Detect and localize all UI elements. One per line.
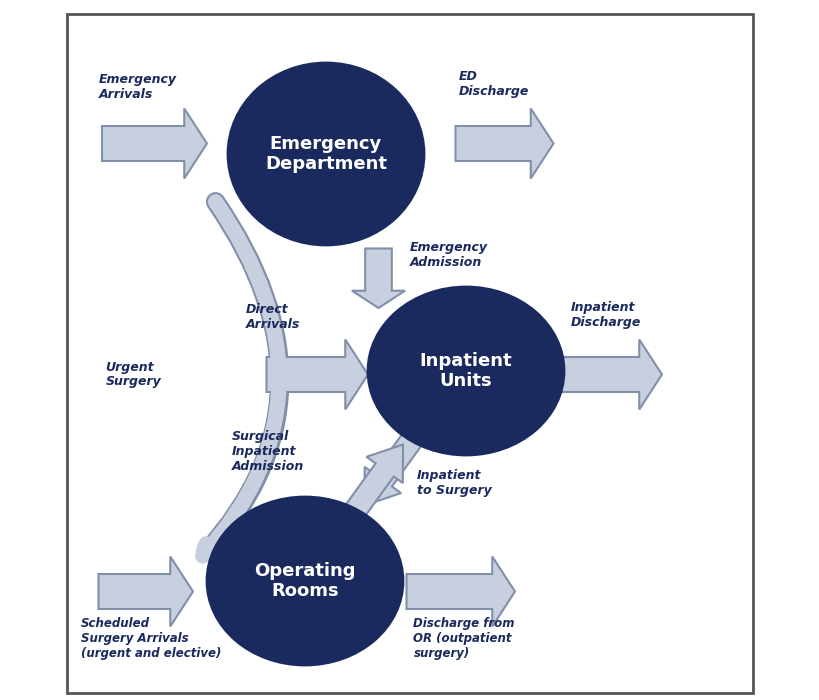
Text: Direct
Arrivals: Direct Arrivals [245,303,300,331]
Polygon shape [98,556,192,626]
Text: Urgent
Surgery: Urgent Surgery [106,360,161,388]
Polygon shape [560,340,661,410]
Ellipse shape [228,63,423,245]
Polygon shape [345,444,402,519]
Text: Emergency
Arrivals: Emergency Arrivals [98,73,176,101]
Text: Inpatient
Units: Inpatient Units [419,351,512,391]
Text: Emergency
Department: Emergency Department [265,134,387,174]
Text: Emergency
Admission: Emergency Admission [410,241,487,270]
Text: ED
Discharge: ED Discharge [459,70,529,98]
Text: Inpatient
Discharge: Inpatient Discharge [570,301,640,329]
Text: Inpatient
to Surgery: Inpatient to Surgery [417,469,491,497]
Ellipse shape [206,497,402,665]
FancyBboxPatch shape [67,14,752,693]
Text: Discharge from
OR (outpatient
surgery): Discharge from OR (outpatient surgery) [413,617,514,660]
Text: Scheduled
Surgery Arrivals
(urgent and elective): Scheduled Surgery Arrivals (urgent and e… [81,617,221,660]
Polygon shape [406,556,514,626]
Polygon shape [351,248,405,308]
Polygon shape [364,431,422,505]
Ellipse shape [368,287,563,455]
Polygon shape [455,108,553,178]
Text: Operating
Rooms: Operating Rooms [254,561,355,601]
Polygon shape [266,340,368,410]
Text: Surgical
Inpatient
Admission: Surgical Inpatient Admission [231,430,303,473]
Polygon shape [102,108,206,178]
